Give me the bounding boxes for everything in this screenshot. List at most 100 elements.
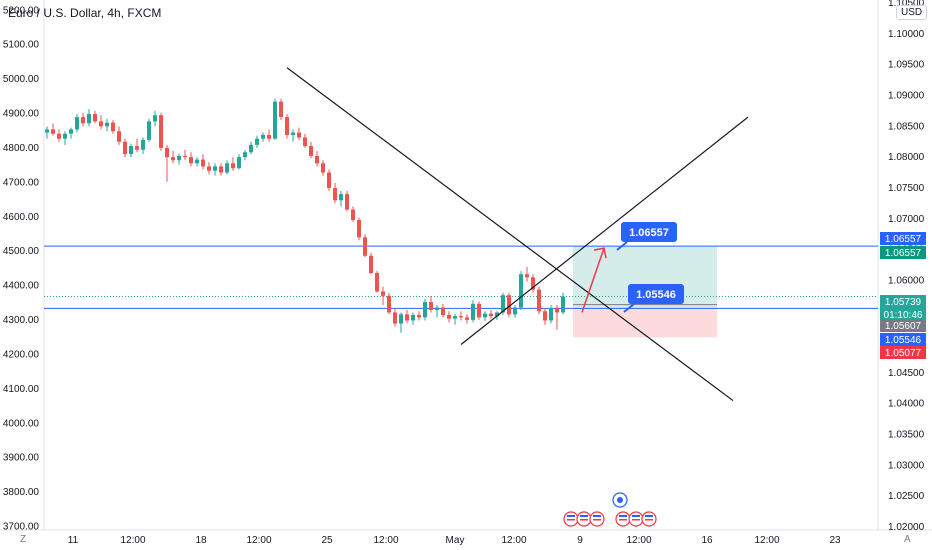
candle-body bbox=[93, 114, 97, 122]
time-axis-tick-label: 12:00 bbox=[120, 535, 145, 546]
price-axis-label-text: 1.05607 bbox=[885, 321, 922, 332]
candle-body bbox=[393, 312, 397, 324]
candle-body bbox=[81, 117, 85, 124]
candle-body bbox=[531, 277, 535, 290]
candle-body bbox=[45, 129, 49, 133]
time-axis-tick-label: 12:00 bbox=[626, 535, 651, 546]
candle-body bbox=[507, 295, 511, 315]
candle-body bbox=[153, 115, 157, 122]
candle-body bbox=[345, 194, 349, 210]
candle-body bbox=[561, 296, 565, 313]
right-axis-tick-label: 1.08500 bbox=[888, 121, 925, 132]
us-flag-event-icon-stripe bbox=[580, 519, 588, 521]
time-axis-tick-label: 12:00 bbox=[246, 535, 271, 546]
candle-body bbox=[381, 291, 385, 296]
projection-arrowhead bbox=[593, 247, 607, 259]
left-axis-tick-label: 3700.00 bbox=[3, 522, 40, 533]
price-axis-label bbox=[880, 232, 926, 245]
candle-body bbox=[399, 314, 403, 324]
candle-body bbox=[147, 121, 151, 140]
right-axis-tick-label: 1.07000 bbox=[888, 214, 925, 225]
right-axis-tick-label: 1.09000 bbox=[888, 91, 925, 102]
falling-trend-line[interactable] bbox=[286, 67, 734, 402]
candle-body bbox=[489, 313, 493, 317]
time-axis-tick-label: 23 bbox=[829, 535, 841, 546]
candle-body bbox=[477, 303, 481, 318]
price-axis-label-text: 1.05739 bbox=[885, 297, 922, 308]
candle-body bbox=[189, 157, 193, 164]
candle-body bbox=[369, 255, 373, 274]
time-axis-tick-label: 11 bbox=[68, 535, 79, 546]
left-axis-tick-label: 4100.00 bbox=[3, 384, 40, 395]
candle-body bbox=[555, 308, 559, 313]
candle-body bbox=[141, 139, 145, 150]
candle-body bbox=[495, 312, 499, 317]
candle-body bbox=[285, 117, 289, 135]
time-axis-tick-label: 16 bbox=[701, 535, 713, 546]
left-axis-tick-label: 3900.00 bbox=[3, 453, 40, 464]
price-axis-label bbox=[880, 333, 926, 346]
candle-body bbox=[429, 301, 433, 310]
price-callout-pointer bbox=[616, 241, 628, 251]
time-axis-tick-label: 12:00 bbox=[754, 535, 779, 546]
rising-trend-line[interactable] bbox=[460, 116, 749, 345]
price-axis-label bbox=[880, 319, 926, 332]
price-axis-label-text: 01:10:46 bbox=[884, 310, 923, 321]
us-flag-event-icon-stripe bbox=[580, 515, 588, 517]
candle-body bbox=[267, 134, 271, 139]
left-axis-tick-label: 4000.00 bbox=[3, 418, 40, 429]
right-axis-tick-label: 1.04000 bbox=[888, 399, 925, 410]
candle-body bbox=[453, 316, 457, 319]
candle-body bbox=[69, 129, 73, 134]
time-axis-tick-label: 25 bbox=[321, 535, 333, 546]
price-callout[interactable] bbox=[628, 284, 684, 304]
candle-body bbox=[459, 316, 463, 318]
candle-body bbox=[129, 146, 133, 155]
candle-body bbox=[111, 122, 115, 132]
projection-arrow-line[interactable] bbox=[581, 247, 605, 313]
price-callout[interactable] bbox=[621, 222, 677, 242]
candle-body bbox=[249, 144, 253, 153]
time-axis-tick-label: May bbox=[446, 535, 465, 546]
auto-scale-toggle[interactable]: A bbox=[904, 534, 911, 545]
us-flag-event-icon-stripe bbox=[593, 515, 601, 517]
candle-body bbox=[63, 133, 67, 139]
candle-body bbox=[309, 146, 313, 156]
left-axis-tick-label: 4300.00 bbox=[3, 315, 40, 326]
stop-loss-zone[interactable] bbox=[573, 308, 717, 338]
left-axis-tick-label: 4200.00 bbox=[3, 349, 40, 360]
symbol-title[interactable]: Euro / U.S. Dollar, 4h, FXCM bbox=[8, 6, 162, 20]
candle-body bbox=[207, 166, 211, 171]
candle-body bbox=[537, 289, 541, 312]
candle-body bbox=[201, 159, 205, 167]
zoom-toggle[interactable]: Z bbox=[20, 534, 27, 545]
candle-body bbox=[195, 159, 199, 164]
left-axis-tick-label: 5100.00 bbox=[3, 40, 40, 51]
left-axis-tick-label: 4900.00 bbox=[3, 109, 40, 120]
right-axis-tick-label: 1.02000 bbox=[888, 522, 925, 533]
right-axis-tick-label: 1.10500 bbox=[888, 0, 925, 9]
candle-body bbox=[291, 132, 295, 135]
candle-body bbox=[423, 301, 427, 318]
candle-body bbox=[519, 274, 523, 308]
time-axis-tick-label: 12:00 bbox=[373, 535, 398, 546]
currency-button[interactable]: USD bbox=[896, 5, 928, 20]
us-flag-event-icon-stripe bbox=[645, 519, 653, 521]
candle-body bbox=[417, 314, 421, 318]
candle-body bbox=[99, 121, 103, 127]
price-axis-label-text: 1.05077 bbox=[885, 348, 922, 359]
right-axis-tick-label: 1.08000 bbox=[888, 152, 925, 163]
candle-body bbox=[351, 209, 355, 221]
candle-body bbox=[51, 129, 55, 134]
candle-body bbox=[231, 163, 235, 169]
right-axis-tick-label: 1.07500 bbox=[888, 183, 925, 194]
candle-body bbox=[327, 172, 331, 188]
us-flag-event-icon-stripe bbox=[619, 519, 627, 521]
us-flag-event-icon-stripe bbox=[619, 515, 627, 517]
candle-body bbox=[75, 117, 79, 130]
candle-body bbox=[183, 155, 187, 158]
candle-body bbox=[219, 166, 223, 173]
candle-body bbox=[105, 122, 109, 127]
candle-body bbox=[483, 313, 487, 318]
